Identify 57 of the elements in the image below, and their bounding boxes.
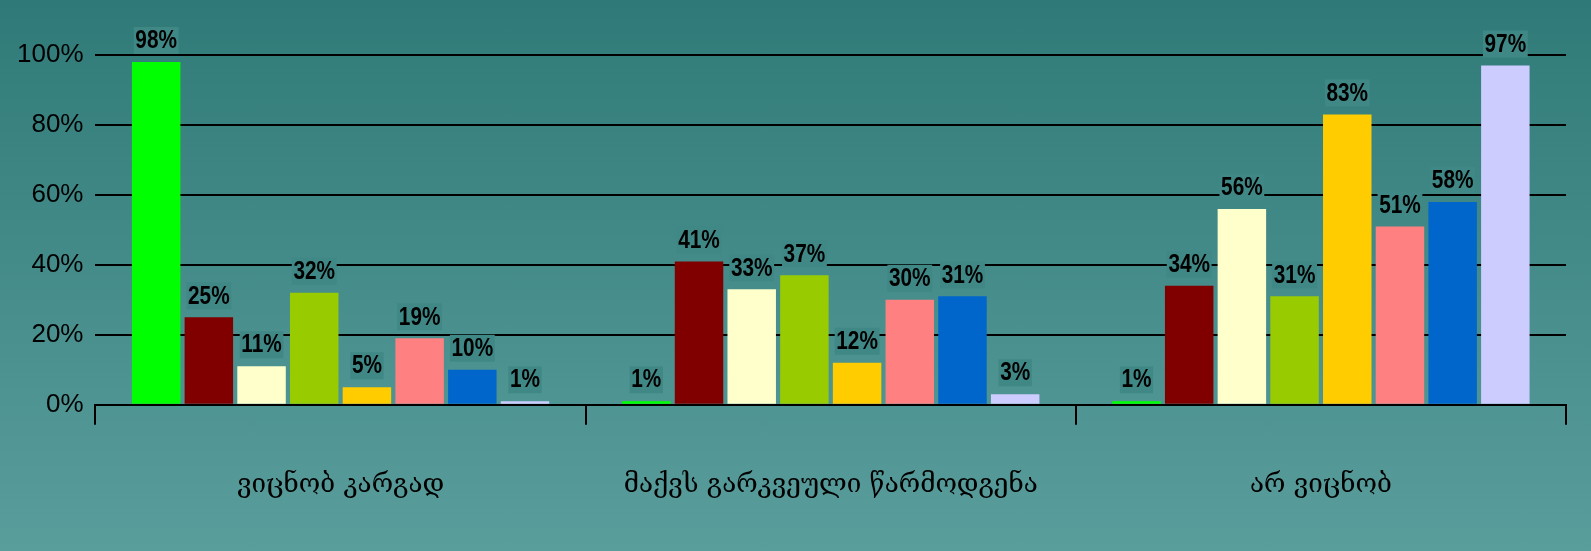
bar: [990, 394, 1040, 404]
y-tick-label: 40%: [31, 248, 84, 279]
x-tick-label: ვიცნობ კარგად: [237, 468, 445, 499]
bar: [131, 62, 181, 404]
data-label: 97%: [1484, 28, 1527, 58]
bar: [674, 261, 724, 404]
x-tick-label: მაქვს გარკვეული წარმოდგენა: [623, 468, 1038, 499]
data-label: 5%: [351, 350, 383, 379]
data-label: 37%: [783, 238, 826, 268]
bar: [1217, 208, 1267, 404]
data-label: 31%: [941, 259, 984, 289]
data-label: 41%: [678, 224, 720, 254]
bar: [622, 401, 671, 404]
y-tick-label: 60%: [31, 178, 84, 209]
bar: [727, 289, 776, 404]
bar: [1323, 114, 1372, 404]
data-label: 32%: [293, 255, 336, 285]
bar: [832, 362, 882, 404]
data-label: 1%: [1121, 364, 1152, 393]
data-label: 56%: [1221, 171, 1263, 201]
bar: [1164, 285, 1214, 404]
bar: [1481, 65, 1530, 404]
bar: [1270, 296, 1319, 404]
y-tick-label: 100%: [17, 38, 84, 69]
data-label: 58%: [1431, 164, 1474, 194]
bar: [237, 366, 286, 404]
y-tick-label: 20%: [31, 318, 84, 349]
bar: [1112, 401, 1161, 404]
data-label: 51%: [1379, 189, 1421, 219]
data-label: 1%: [631, 364, 662, 393]
data-label: 19%: [398, 301, 441, 331]
data-label: 83%: [1326, 77, 1369, 107]
bar: [342, 387, 392, 404]
bar: [290, 292, 339, 404]
y-tick-label: 0%: [45, 387, 84, 418]
data-label: 25%: [188, 280, 230, 310]
bar: [780, 275, 829, 404]
bar: [500, 401, 550, 404]
bar: [885, 299, 935, 404]
data-label: 98%: [135, 24, 178, 54]
y-tick-label: 80%: [31, 108, 84, 139]
bar: [938, 296, 987, 404]
data-label: 31%: [1273, 259, 1316, 289]
data-label: 10%: [451, 332, 494, 362]
data-label: 33%: [730, 252, 773, 282]
data-label: 12%: [836, 325, 878, 355]
data-label: 30%: [888, 262, 931, 292]
bar: [1428, 201, 1477, 404]
data-label: 3%: [1000, 357, 1031, 386]
bar: [184, 317, 234, 404]
data-label: 11%: [241, 329, 282, 359]
data-label: 1%: [509, 364, 541, 393]
x-tick-label: არ ვიცნობ: [1249, 468, 1392, 499]
bar: [1375, 226, 1425, 404]
bar: [395, 338, 444, 404]
data-label: 34%: [1168, 248, 1211, 278]
bar: [448, 369, 497, 404]
